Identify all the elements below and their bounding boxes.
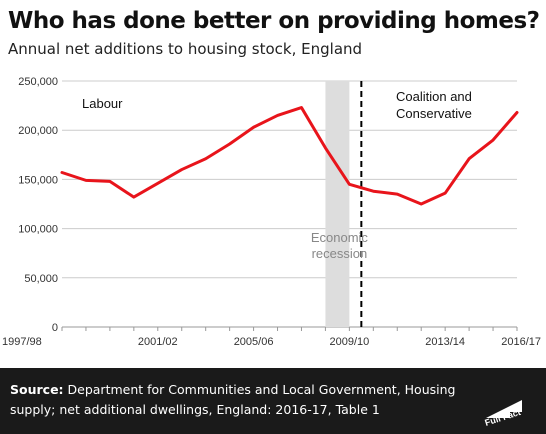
recession-label-line1: Economic — [311, 230, 369, 245]
grid-lines — [61, 80, 518, 331]
series-group — [60, 106, 519, 206]
source-label: Source: — [10, 382, 64, 397]
labour-label: Labour — [82, 96, 123, 111]
recession-label-line2: recession — [312, 246, 368, 261]
x-tick-label: 2016/17 — [501, 336, 541, 348]
annotation-group: Labour Coalition and Conservative Economicr… — [82, 89, 472, 261]
source-note: Source: Department for Communities and L… — [10, 380, 480, 420]
chart-subtitle: Annual net additions to housing stock, E… — [8, 40, 363, 58]
y-tick-label: 0 — [52, 322, 58, 334]
series-line — [60, 106, 519, 206]
x-tick-labels: 1997/98 2001/02 2005/06 2009/10 2013/14 2016/… — [2, 336, 541, 348]
x-tick-label: 2013/14 — [425, 336, 465, 348]
x-tick-label: 2009/10 — [329, 336, 369, 348]
x-tick-label: 2005/06 — [234, 336, 274, 348]
recession-band — [325, 81, 350, 327]
y-tick-labels: 0 50,000 100,000 150,000 200,000 250,000 — [18, 76, 58, 334]
y-tick-label: 150,000 — [18, 174, 58, 186]
full-fact-logo: Full Fact — [484, 400, 522, 428]
line-chart: 0 50,000 100,000 150,000 200,000 250,000 1997… — [2, 76, 541, 348]
footer-bar: Source: Department for Communities and L… — [0, 368, 546, 434]
y-tick-label: 100,000 — [18, 224, 58, 236]
coalition-label-line2: Conservative — [396, 106, 472, 121]
x-tick-label: 1997/98 — [2, 336, 42, 348]
chart-title: Who has done better on providing homes? — [8, 8, 540, 34]
source-text: Department for Communities and Local Gov… — [10, 382, 456, 417]
y-tick-label: 50,000 — [24, 273, 58, 285]
x-tick-label: 2001/02 — [138, 336, 178, 348]
recession-band-group — [325, 81, 363, 327]
coalition-label-line1: Coalition and — [396, 89, 472, 104]
y-tick-label: 200,000 — [18, 125, 58, 137]
y-tick-label: 250,000 — [18, 76, 58, 88]
